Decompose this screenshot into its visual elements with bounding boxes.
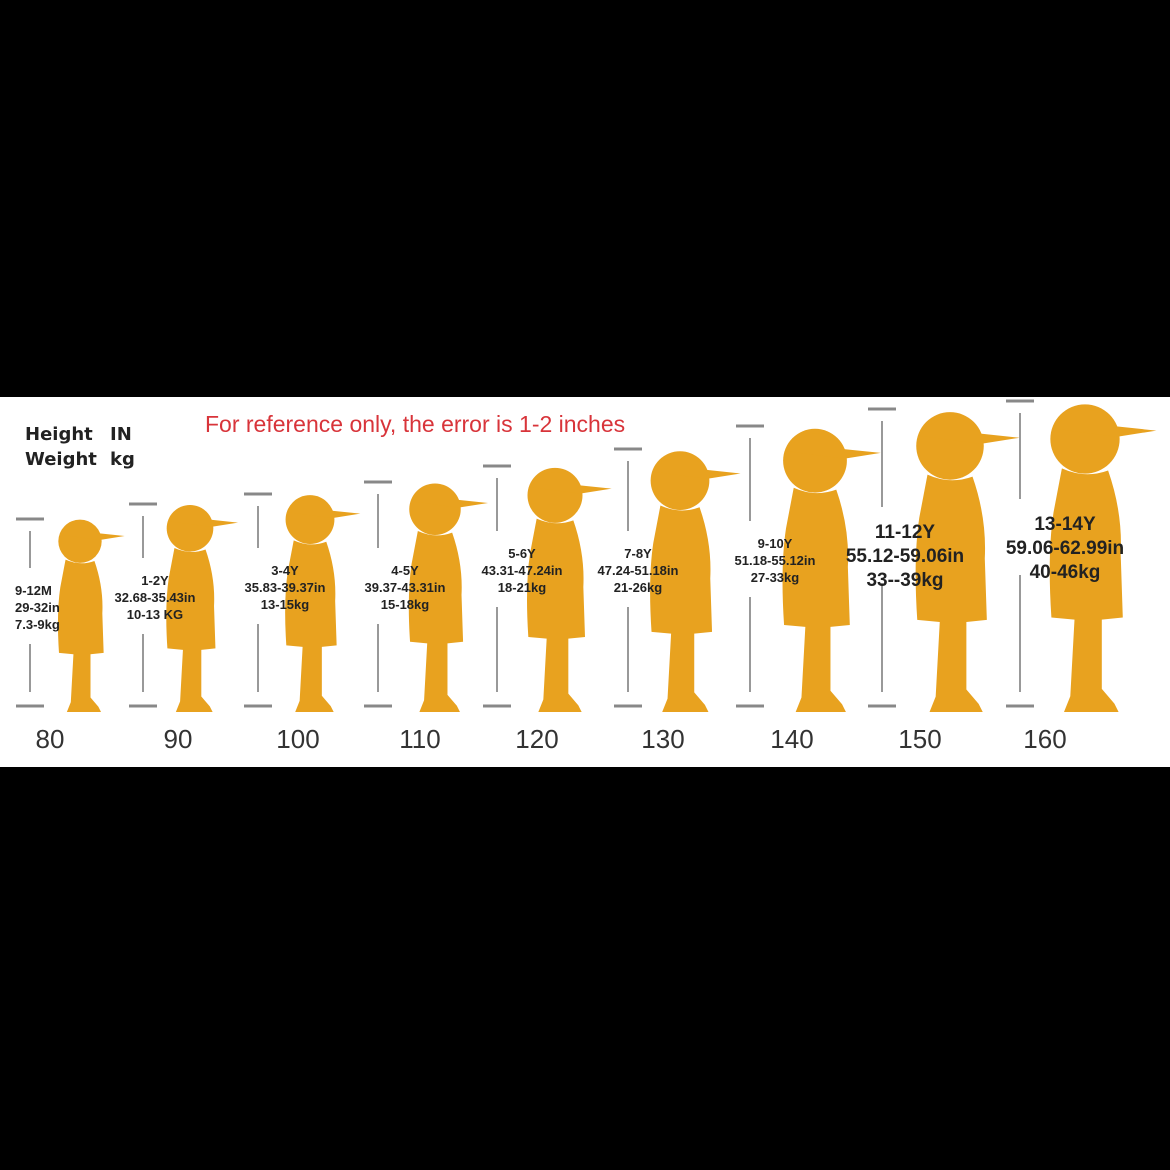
size-age: 5-6Y bbox=[508, 546, 536, 561]
size-weight: 15-18kg bbox=[380, 597, 430, 612]
weight-unit: kg bbox=[110, 449, 135, 470]
size-inches: 39.37-43.31in bbox=[364, 580, 446, 595]
size-age: 11-12Y bbox=[874, 522, 936, 543]
size-weight: 13-15kg bbox=[260, 597, 310, 612]
height-cm-label: 90 bbox=[163, 724, 193, 754]
size-inches: 55.12-59.06in bbox=[845, 546, 965, 567]
size-info: 5-6Y 43.31-47.24in 18-21kg bbox=[482, 545, 563, 596]
size-weight: 27-33kg bbox=[750, 570, 800, 585]
size-info: 13-14Y 59.06-62.99in 40-46kg bbox=[1006, 513, 1124, 585]
size-info: 3-4Y 35.83-39.37in 13-15kg bbox=[245, 562, 326, 613]
size-info: 11-12Y 55.12-59.06in 33--39kg bbox=[846, 521, 964, 593]
height-cm-label: 130 bbox=[641, 724, 685, 754]
size-weight: 21-26kg bbox=[613, 580, 663, 595]
height-cm-label: 110 bbox=[399, 724, 441, 754]
height-cm-label: 80 bbox=[35, 724, 65, 754]
child-silhouette bbox=[650, 451, 741, 712]
height-scale-marker bbox=[868, 407, 896, 708]
size-age: 3-4Y bbox=[271, 563, 299, 578]
size-info: 9-12M 29-32in 7.3-9kg bbox=[15, 582, 60, 633]
size-inches: 47.24-51.18in bbox=[597, 563, 679, 578]
height-scale-marker bbox=[736, 424, 764, 708]
height-scale-marker bbox=[129, 502, 157, 708]
child-silhouette bbox=[57, 519, 125, 712]
size-inches: 59.06-62.99in bbox=[1005, 538, 1125, 559]
size-info: 1-2Y 32.68-35.43in 10-13 KG bbox=[115, 572, 196, 623]
child-silhouette bbox=[915, 412, 1020, 712]
height-scale-marker bbox=[16, 517, 44, 708]
child-silhouette bbox=[285, 495, 361, 712]
height-scale-marker bbox=[364, 480, 392, 708]
height-unit: IN bbox=[110, 424, 132, 445]
height-cm-label: 160 bbox=[1023, 724, 1067, 754]
child-silhouette bbox=[527, 467, 612, 712]
height-cm-label: 150 bbox=[898, 724, 942, 754]
child-silhouette bbox=[782, 428, 881, 712]
size-age: 9-12M bbox=[15, 583, 52, 598]
size-inches: 51.18-55.12in bbox=[734, 553, 816, 568]
size-inches: 43.31-47.24in bbox=[481, 563, 563, 578]
size-chart: Height IN Weight kg For reference only, th… bbox=[0, 397, 1170, 767]
size-age: 13-14Y bbox=[1034, 514, 1096, 535]
size-age: 9-10Y bbox=[757, 536, 793, 551]
height-cm-label: 100 bbox=[276, 724, 320, 754]
size-weight: 7.3-9kg bbox=[15, 617, 60, 632]
height-cm-label: 140 bbox=[770, 724, 814, 754]
reference-note: For reference only, the error is 1-2 inc… bbox=[205, 411, 626, 437]
height-scale-marker bbox=[244, 492, 272, 708]
size-age: 4-5Y bbox=[391, 563, 419, 578]
size-weight: 40-46kg bbox=[1029, 562, 1101, 583]
size-info: 7-8Y 47.24-51.18in 21-26kg bbox=[598, 545, 679, 596]
child-silhouette bbox=[166, 504, 239, 712]
child-silhouette bbox=[1049, 404, 1157, 712]
size-weight: 33--39kg bbox=[866, 570, 944, 591]
legend: Height IN Weight kg bbox=[25, 422, 135, 472]
size-inches: 32.68-35.43in bbox=[114, 590, 196, 605]
silhouettes bbox=[16, 399, 1157, 712]
weight-label: Weight bbox=[25, 449, 97, 470]
height-scale-marker bbox=[614, 447, 642, 708]
height-label: Height bbox=[25, 424, 93, 445]
size-inches: 29-32in bbox=[15, 600, 60, 615]
size-age: 1-2Y bbox=[141, 573, 169, 588]
height-cm-label: 120 bbox=[515, 724, 559, 754]
height-scale-marker bbox=[1006, 399, 1034, 708]
size-info: 4-5Y 39.37-43.31in 15-18kg bbox=[365, 562, 446, 613]
size-age: 7-8Y bbox=[624, 546, 652, 561]
height-scale-marker bbox=[483, 464, 511, 708]
size-weight: 18-21kg bbox=[497, 580, 547, 595]
size-info: 9-10Y 51.18-55.12in 27-33kg bbox=[735, 535, 816, 586]
size-weight: 10-13 KG bbox=[126, 607, 184, 622]
size-inches: 35.83-39.37in bbox=[244, 580, 326, 595]
child-silhouette bbox=[408, 483, 489, 712]
